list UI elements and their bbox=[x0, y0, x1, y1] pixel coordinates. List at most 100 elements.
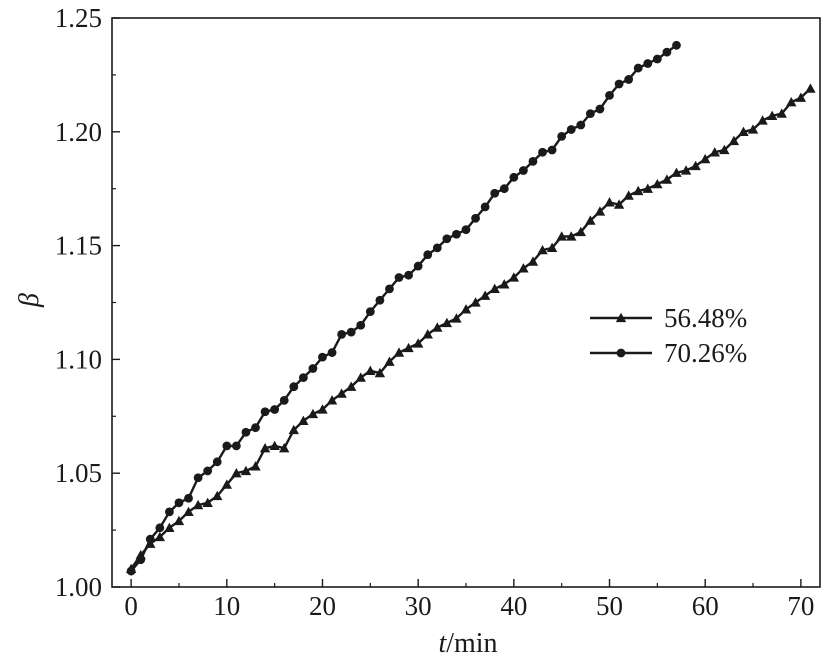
data-point bbox=[394, 273, 404, 282]
data-point bbox=[509, 172, 519, 182]
data-point bbox=[422, 329, 433, 339]
data-point bbox=[662, 47, 672, 57]
data-point bbox=[404, 270, 413, 280]
data-point bbox=[173, 515, 185, 526]
data-point bbox=[202, 497, 213, 507]
x-axis-label: t/min bbox=[438, 628, 497, 659]
data-point bbox=[624, 75, 634, 84]
x-tick-label: 50 bbox=[596, 591, 623, 621]
data-point bbox=[222, 441, 232, 451]
data-point bbox=[805, 83, 816, 93]
data-point bbox=[231, 441, 241, 451]
data-point bbox=[259, 442, 271, 453]
data-point bbox=[594, 206, 606, 216]
data-point bbox=[346, 327, 356, 337]
data-point bbox=[451, 313, 462, 323]
data-point bbox=[337, 329, 347, 339]
data-point bbox=[537, 244, 548, 255]
data-point bbox=[519, 166, 528, 175]
y-tick-label: 1.00 bbox=[55, 572, 102, 602]
data-point bbox=[375, 295, 385, 305]
data-point bbox=[355, 372, 366, 382]
data-point bbox=[643, 59, 653, 68]
data-point bbox=[432, 243, 442, 253]
x-axis-label-unit: /min bbox=[446, 628, 497, 659]
data-point bbox=[317, 404, 328, 414]
y-axis-label: β bbox=[14, 293, 45, 308]
data-point bbox=[460, 304, 472, 314]
data-point bbox=[595, 104, 605, 114]
data-point bbox=[652, 178, 663, 189]
data-point bbox=[345, 381, 357, 391]
data-point bbox=[546, 242, 558, 253]
data-point bbox=[212, 457, 222, 467]
data-point bbox=[489, 283, 500, 294]
data-point bbox=[499, 279, 510, 289]
data-point bbox=[298, 415, 309, 426]
data-point bbox=[605, 90, 614, 100]
data-point bbox=[365, 307, 375, 317]
data-point bbox=[461, 225, 471, 235]
data-point bbox=[795, 92, 807, 102]
data-point bbox=[585, 109, 595, 118]
data-point bbox=[652, 54, 662, 64]
data-point bbox=[776, 108, 787, 118]
legend-marker bbox=[616, 348, 626, 358]
data-point bbox=[385, 284, 394, 294]
data-point bbox=[623, 190, 634, 200]
data-point bbox=[251, 423, 260, 433]
data-point bbox=[221, 479, 233, 489]
data-point bbox=[384, 356, 395, 366]
data-point bbox=[441, 317, 453, 328]
legend-marker bbox=[615, 312, 627, 323]
data-point bbox=[576, 120, 586, 130]
data-point bbox=[336, 388, 347, 398]
data-point bbox=[585, 215, 596, 225]
data-point bbox=[680, 165, 692, 175]
data-point bbox=[728, 135, 740, 146]
data-point bbox=[155, 523, 165, 533]
data-point bbox=[279, 442, 290, 453]
data-point bbox=[575, 226, 587, 237]
data-point bbox=[183, 506, 194, 517]
data-point bbox=[356, 320, 366, 330]
x-tick-label: 70 bbox=[787, 591, 814, 621]
data-point bbox=[518, 263, 529, 273]
data-point bbox=[365, 365, 376, 375]
series-1 bbox=[125, 83, 816, 573]
x-tick-label: 20 bbox=[309, 591, 336, 621]
series-2 bbox=[126, 40, 681, 576]
axes: 0 10 20 30 40 50 60 70 1.00 1.05 1.10 1.15 1.20 1.25 bbox=[55, 3, 821, 621]
data-point bbox=[672, 40, 681, 50]
data-point bbox=[193, 473, 203, 483]
data-point bbox=[547, 145, 557, 155]
series-container bbox=[125, 40, 816, 576]
data-point bbox=[289, 382, 299, 392]
data-point bbox=[766, 110, 778, 121]
data-point bbox=[566, 125, 576, 134]
data-point bbox=[690, 160, 701, 171]
data-point bbox=[614, 79, 624, 89]
data-point bbox=[403, 342, 414, 353]
data-point bbox=[471, 213, 480, 223]
data-point bbox=[270, 405, 280, 414]
data-point bbox=[538, 147, 547, 157]
y-tick-label: 1.20 bbox=[55, 117, 102, 147]
data-point bbox=[642, 183, 653, 193]
legend-label: 70.26% bbox=[664, 338, 747, 368]
data-point bbox=[633, 185, 644, 196]
data-point bbox=[145, 534, 155, 544]
data-point bbox=[480, 202, 490, 212]
data-point bbox=[423, 250, 433, 260]
data-point bbox=[203, 466, 213, 476]
data-point bbox=[212, 490, 223, 501]
data-point bbox=[528, 156, 538, 166]
data-point bbox=[154, 531, 166, 542]
data-point bbox=[671, 167, 682, 177]
data-point bbox=[633, 63, 643, 73]
data-point bbox=[699, 153, 711, 164]
data-point bbox=[184, 493, 193, 503]
data-point bbox=[719, 144, 730, 155]
data-point bbox=[260, 407, 270, 417]
data-point bbox=[499, 184, 509, 194]
